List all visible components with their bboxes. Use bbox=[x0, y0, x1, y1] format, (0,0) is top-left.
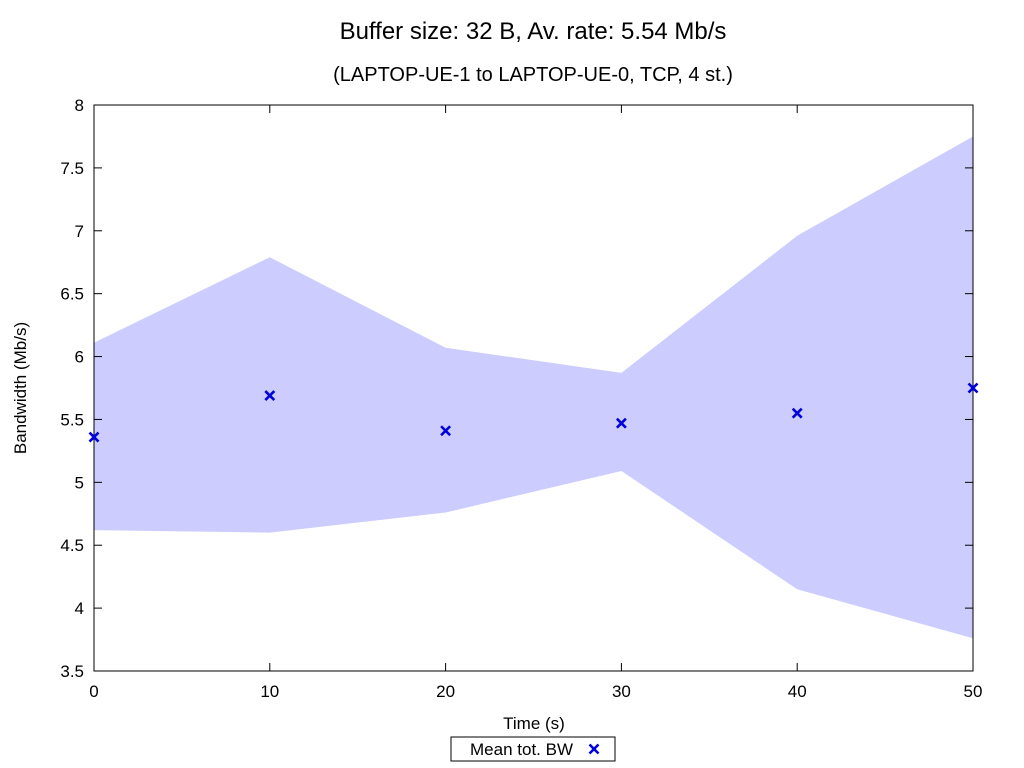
x-tick-label: 30 bbox=[612, 682, 631, 701]
data-point-marker bbox=[615, 417, 627, 429]
x-axis-label: Time (s) bbox=[503, 714, 565, 733]
data-points-layer bbox=[88, 382, 979, 443]
confidence-band-layer bbox=[94, 136, 973, 639]
legend-label: Mean tot. BW bbox=[470, 740, 573, 759]
confidence-band bbox=[94, 136, 973, 639]
data-point-marker bbox=[88, 431, 100, 443]
data-point-marker bbox=[440, 425, 452, 437]
y-tick-label: 3.5 bbox=[60, 662, 84, 681]
data-point-marker bbox=[791, 407, 803, 419]
chart-title: Buffer size: 32 B, Av. rate: 5.54 Mb/s bbox=[340, 18, 727, 45]
y-tick-label: 4.5 bbox=[60, 536, 84, 555]
x-tick-label: 50 bbox=[964, 682, 983, 701]
data-point-marker bbox=[967, 382, 979, 394]
chart-subtitle: (LAPTOP-UE-1 to LAPTOP-UE-0, TCP, 4 st.) bbox=[333, 64, 733, 86]
y-tick-label: 4 bbox=[75, 599, 84, 618]
y-tick-label: 5.5 bbox=[60, 410, 84, 429]
legend-marker-x-icon bbox=[588, 743, 600, 755]
x-tick-label: 20 bbox=[436, 682, 455, 701]
axis-ticks-layer: 0 10 20 30 40 50 3.5 4 4.5 5 5.5 6 6.5 7 7.5 8 bbox=[60, 96, 982, 701]
data-point-marker bbox=[264, 390, 276, 401]
legend-x-marker bbox=[588, 743, 600, 755]
y-tick-label: 5 bbox=[75, 473, 84, 492]
x-tick-label: 10 bbox=[260, 682, 279, 701]
y-axis-label: Bandwidth (Mb/s) bbox=[11, 322, 30, 454]
x-tick-label: 0 bbox=[89, 682, 98, 701]
y-tick-label: 7 bbox=[75, 222, 84, 241]
y-tick-label: 6 bbox=[75, 348, 84, 367]
y-tick-label: 7.5 bbox=[60, 159, 84, 178]
legend-box bbox=[450, 736, 616, 762]
y-tick-label: 6.5 bbox=[60, 285, 84, 304]
y-tick-label: 8 bbox=[75, 96, 84, 115]
x-tick-label: 40 bbox=[788, 682, 807, 701]
legend: Mean tot. BW bbox=[450, 736, 616, 762]
